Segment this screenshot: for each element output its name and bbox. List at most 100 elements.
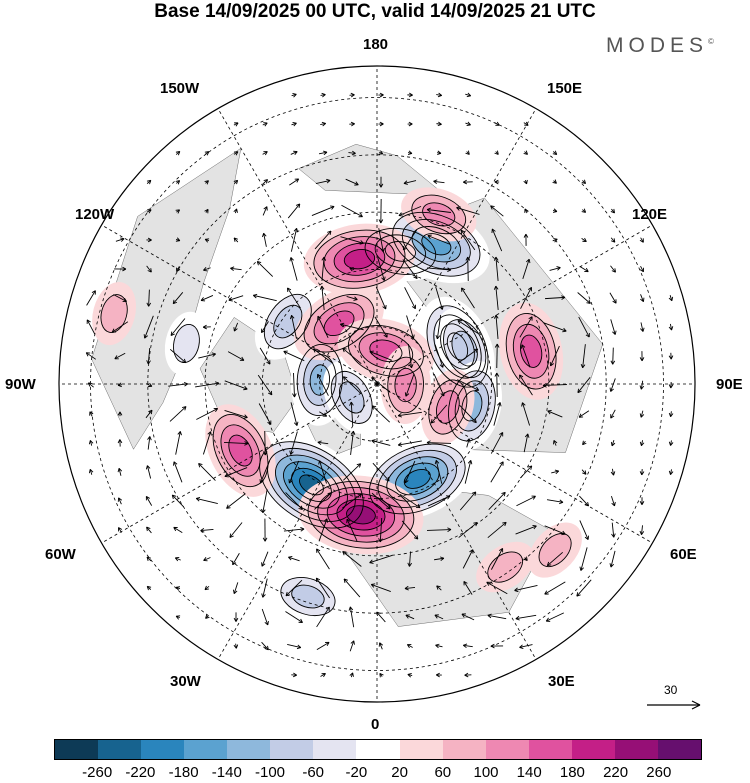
- wind-vector: [523, 233, 529, 246]
- wind-vector: [375, 286, 387, 310]
- wind-vector: [433, 179, 445, 185]
- colorbar-tick-label: -100: [254, 764, 286, 781]
- wind-vector: [261, 321, 269, 334]
- colorbar: [54, 739, 702, 760]
- wind-vector: [465, 150, 470, 155]
- wind-vector: [579, 495, 590, 507]
- wind-vector: [258, 403, 272, 425]
- wind-vector: [198, 463, 216, 481]
- wind-vector: [465, 256, 471, 282]
- wind-vector: [578, 316, 590, 338]
- wind-vector: [117, 411, 123, 417]
- wind-vector: [639, 410, 645, 418]
- wind-vector: [175, 237, 181, 242]
- wind-vector: [287, 203, 301, 219]
- wind-vector: [610, 439, 616, 447]
- wind-vector: [487, 613, 507, 620]
- isoline: [411, 194, 467, 235]
- wind-vector: [551, 469, 560, 475]
- isoline: [263, 293, 312, 350]
- wind-vector: [261, 489, 268, 514]
- wind-vector: [117, 467, 123, 476]
- wind-vector: [171, 494, 185, 508]
- isoline: [291, 467, 332, 502]
- isoline: [326, 493, 396, 537]
- wind-vector: [549, 345, 560, 367]
- wind-vector: [407, 121, 413, 127]
- wind-vector: [487, 521, 507, 539]
- wind-vector: [490, 461, 504, 483]
- brand-text: MODES: [606, 34, 709, 57]
- wind-vector: [426, 527, 452, 532]
- wind-vector: [259, 347, 271, 365]
- graticule-layer: [59, 66, 695, 702]
- isoline: [368, 443, 466, 515]
- anomaly-shell: [404, 469, 431, 489]
- wind-vector: [340, 236, 364, 245]
- wind-vector: [85, 352, 97, 360]
- wind-vector: [668, 469, 674, 475]
- wind-vector: [552, 179, 557, 184]
- wind-vector: [143, 315, 154, 339]
- isoline: [330, 371, 373, 424]
- lon-label-180: 180: [363, 36, 389, 53]
- colorbar-tick-label: -220: [125, 764, 156, 781]
- isoline: [259, 441, 364, 529]
- isoline: [505, 313, 557, 390]
- wind-vector: [232, 553, 240, 566]
- wind-vector: [287, 643, 302, 650]
- wind-vector: [403, 180, 417, 185]
- wind-vector: [436, 121, 442, 127]
- latitude-circle: [90, 97, 664, 671]
- wind-vector: [175, 151, 181, 156]
- wind-vector: [318, 150, 328, 156]
- wind-vector: [146, 289, 152, 307]
- wind-vector: [611, 522, 616, 538]
- lon-label-60w: 60W: [45, 546, 76, 563]
- wind-vector: [464, 460, 473, 484]
- wind-vector: [291, 122, 297, 127]
- wind-vector: [320, 673, 326, 678]
- wind-vector: [579, 265, 589, 273]
- wind-vector: [349, 267, 355, 272]
- latitude-circle: [204, 211, 550, 557]
- isoline: [394, 367, 417, 403]
- wind-vector: [283, 350, 305, 362]
- wind-vector: [397, 411, 422, 418]
- wind-vector: [146, 237, 152, 243]
- isoline: [336, 499, 386, 531]
- colorbar-tick-label: -60: [302, 764, 325, 781]
- isoline: [538, 533, 572, 568]
- wind-vector: [349, 640, 355, 652]
- wind-vector: [459, 405, 477, 424]
- wind-vector: [581, 179, 587, 185]
- wind-vector: [233, 179, 239, 185]
- wind-vector: [465, 121, 471, 126]
- wind-vector: [436, 92, 443, 98]
- isoline: [461, 390, 483, 422]
- negative-anomaly-center: [164, 311, 209, 376]
- wind-vector: [668, 323, 674, 331]
- colorbar-segment: [571, 740, 615, 759]
- wind-vector: [118, 527, 123, 533]
- lon-label-30e: 30E: [548, 673, 575, 690]
- wind-vector: [640, 294, 645, 303]
- isoline: [347, 325, 424, 377]
- wind-vector: [610, 319, 617, 335]
- wind-vector: [145, 409, 153, 419]
- colorbar-ticks: -260 -220 -180 -140 -100 -60 -20 20 60 100 140 180 2…: [0, 764, 750, 782]
- isoline: [296, 343, 343, 417]
- wind-vector: [262, 430, 268, 456]
- wind-vector: [228, 295, 244, 302]
- wind-vector: [349, 121, 355, 127]
- wind-vector: [610, 265, 616, 273]
- wind-vector: [544, 525, 566, 536]
- colorbar-tick-label: -180: [168, 764, 199, 781]
- wind-vector: [610, 409, 616, 419]
- wind-vector: [117, 439, 123, 447]
- wind-vector: [233, 151, 239, 156]
- wind-vector: [493, 314, 499, 339]
- colorbar-tick-label: 100: [473, 764, 499, 781]
- wind-vector: [115, 237, 125, 242]
- colorbar-tick-label: 180: [559, 764, 585, 781]
